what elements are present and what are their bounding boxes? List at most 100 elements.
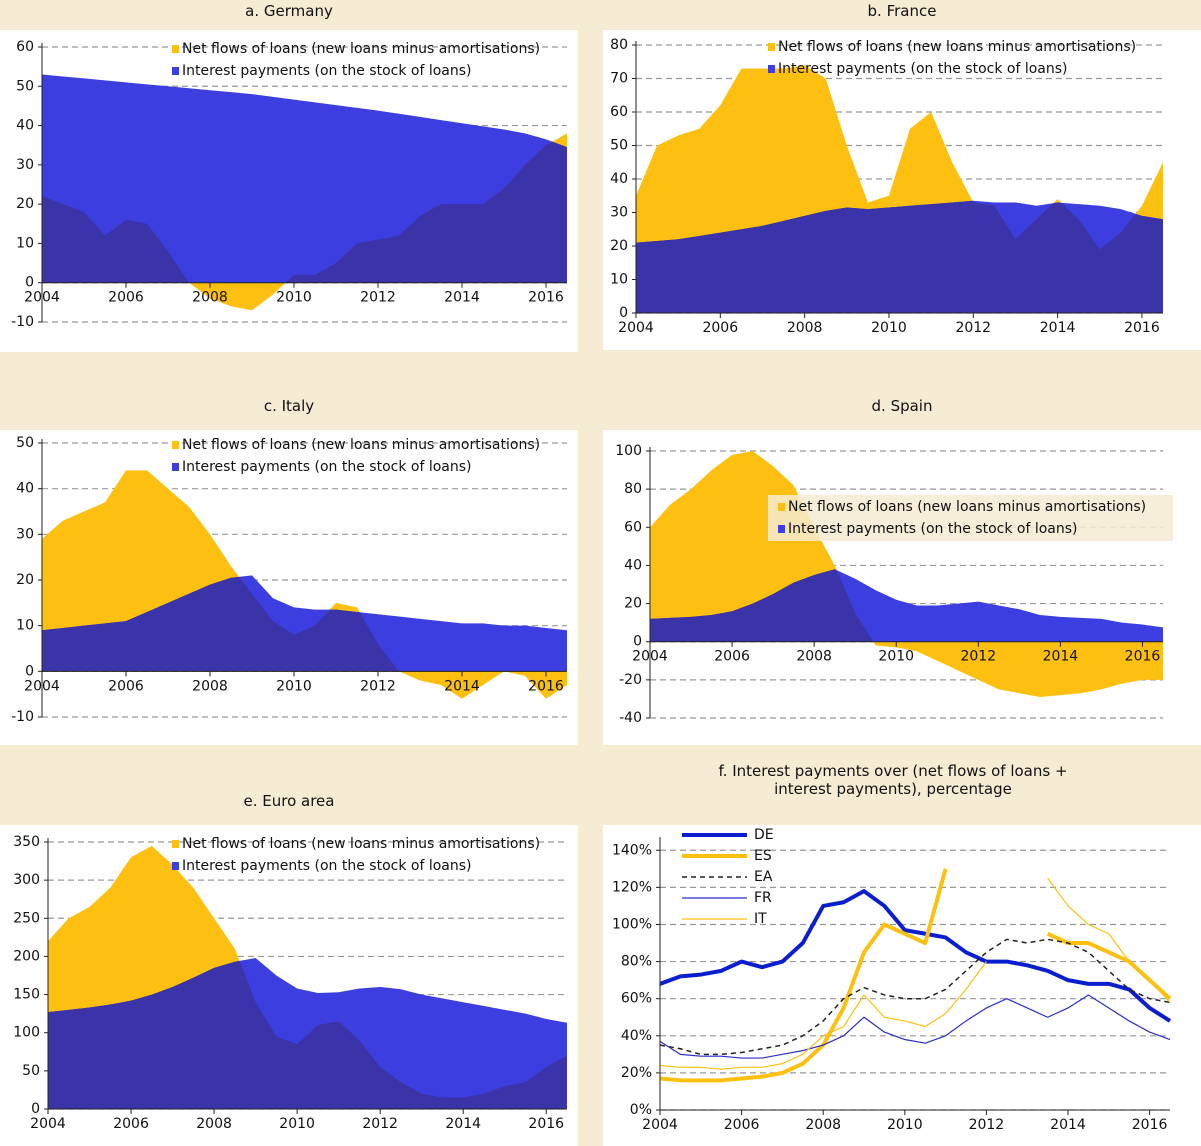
y-tick-label: 40: [610, 171, 628, 187]
x-tick-label: 2012: [360, 678, 396, 694]
y-tick-label: 100: [615, 443, 642, 459]
legend-label: Interest payments (on the stock of loans…: [182, 63, 472, 79]
overlap-area: [42, 133, 567, 283]
x-tick-label: 2016: [528, 678, 564, 694]
x-tick-label: 2010: [279, 1116, 315, 1132]
x-tick-label: 2014: [1050, 1117, 1086, 1133]
y-tick-label: 70: [610, 71, 628, 87]
y-tick-label: 100%: [612, 916, 652, 932]
x-tick-label: 2006: [702, 320, 738, 336]
x-tick-label: 2006: [714, 649, 750, 665]
x-tick-label: 2008: [196, 1116, 232, 1132]
chart-title: e. Euro area: [243, 792, 335, 810]
y-tick-label: 0: [25, 275, 34, 291]
legend-label: IT: [754, 911, 767, 927]
y-tick-label: 20%: [621, 1065, 652, 1081]
line: [659, 994, 1171, 1059]
y-tick-label: 30: [16, 526, 34, 542]
y-tick-label: 40: [16, 118, 34, 134]
chart-title: d. Spain: [871, 397, 933, 415]
legend-label: EA: [754, 869, 773, 885]
x-tick-label: 2012: [969, 1117, 1005, 1133]
x-tick-label: 2012: [360, 290, 396, 306]
legend-swatch: [778, 525, 785, 533]
overlap-area: [42, 575, 567, 672]
x-tick-label: 2004: [642, 1117, 678, 1133]
x-tick-label: 2012: [362, 1116, 398, 1132]
x-tick-label: 2006: [724, 1117, 760, 1133]
x-tick-label: 2016: [1125, 649, 1161, 665]
x-tick-label: 2016: [528, 290, 564, 306]
legend-swatch: [172, 67, 179, 75]
y-tick-label: 0%: [630, 1102, 652, 1118]
x-tick-label: 2014: [445, 1116, 481, 1132]
legend-label: Net flows of loans (new loans minus amor…: [182, 41, 540, 57]
legend-swatch: [172, 840, 179, 848]
y-tick-label: 40: [624, 557, 642, 573]
legend-swatch: [768, 43, 775, 51]
x-tick-label: 2008: [192, 290, 228, 306]
x-tick-label: 2010: [878, 649, 914, 665]
legend-swatch: [778, 503, 785, 511]
x-tick-label: 2010: [276, 678, 312, 694]
y-tick-label: 0: [25, 663, 34, 679]
x-tick-label: 2012: [955, 320, 991, 336]
x-tick-label: 2016: [1132, 1117, 1168, 1133]
y-tick-label: 150: [13, 987, 40, 1003]
overlap-area: [48, 957, 567, 1109]
y-tick-label: 60: [16, 39, 34, 55]
chart-title: f. Interest payments over (net flows of …: [718, 762, 1068, 798]
y-tick-label: 50: [16, 435, 34, 451]
x-tick-label: 2016: [1124, 320, 1160, 336]
legend-label: Interest payments (on the stock of loans…: [182, 858, 472, 874]
y-tick-label: 10: [16, 618, 34, 634]
x-tick-label: 2004: [632, 649, 668, 665]
y-tick-label: 50: [16, 78, 34, 94]
y-tick-label: 350: [13, 834, 40, 850]
y-tick-label: 20: [624, 596, 642, 612]
y-tick-label: -20: [619, 672, 642, 688]
legend-swatch: [172, 45, 179, 53]
x-tick-label: 2004: [24, 290, 60, 306]
chart-title: a. Germany: [245, 2, 333, 20]
y-tick-label: 80%: [621, 954, 652, 970]
y-tick-label: -40: [619, 710, 642, 726]
y-tick-label: 40: [16, 481, 34, 497]
x-tick-label: 2008: [796, 649, 832, 665]
x-tick-label: 2006: [108, 678, 144, 694]
x-tick-label: 2004: [30, 1116, 66, 1132]
x-tick-label: 2010: [887, 1117, 923, 1133]
x-tick-label: 2012: [960, 649, 996, 665]
legend-swatch: [172, 862, 179, 870]
legend-label: Interest payments (on the stock of loans…: [182, 459, 472, 475]
x-tick-label: 2016: [528, 1116, 564, 1132]
y-tick-label: 10: [610, 272, 628, 288]
y-tick-label: 30: [16, 157, 34, 173]
chart-title: c. Italy: [263, 397, 315, 415]
line: [659, 938, 1171, 1056]
legend-swatch: [172, 441, 179, 449]
x-tick-label: 2014: [1043, 649, 1079, 665]
line: [659, 877, 1171, 1070]
x-tick-label: 2014: [444, 678, 480, 694]
legend-label: ES: [754, 848, 772, 864]
y-tick-label: 60%: [621, 991, 652, 1007]
legend-label: Interest payments (on the stock of loans…: [788, 521, 1078, 537]
y-tick-label: 80: [610, 37, 628, 53]
y-tick-label: 60: [610, 104, 628, 120]
legend-label: Net flows of loans (new loans minus amor…: [182, 836, 540, 852]
y-tick-label: 140%: [612, 842, 652, 858]
legend-swatch: [172, 463, 179, 471]
y-tick-label: 100: [13, 1025, 40, 1041]
y-tick-label: 300: [13, 872, 40, 888]
x-tick-label: 2004: [618, 320, 654, 336]
x-tick-label: 2006: [113, 1116, 149, 1132]
x-tick-label: 2008: [787, 320, 823, 336]
y-tick-label: -10: [11, 314, 34, 330]
legend-label: Interest payments (on the stock of loans…: [778, 61, 1068, 77]
x-tick-label: 2010: [871, 320, 907, 336]
x-tick-label: 2010: [276, 290, 312, 306]
y-tick-label: 120%: [612, 879, 652, 895]
x-tick-label: 2014: [1040, 320, 1076, 336]
